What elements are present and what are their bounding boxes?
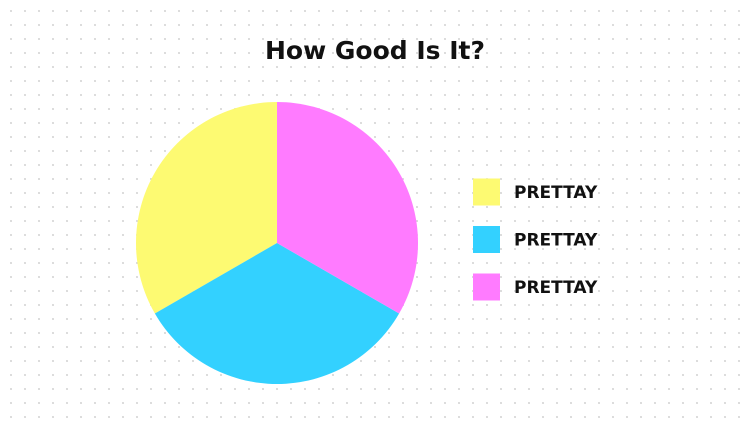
pie-slice (277, 102, 418, 314)
legend-swatch (473, 178, 500, 206)
legend-label: PRETTAY (514, 278, 598, 298)
chart-title: How Good Is It? (265, 36, 485, 65)
pie-slice (154, 243, 400, 384)
legend-label: PRETTAY (514, 183, 598, 203)
legend-swatch (473, 273, 500, 301)
legend-swatch (473, 226, 500, 253)
pie-slice (135, 102, 277, 314)
legend-label: PRETTAY (514, 231, 598, 251)
